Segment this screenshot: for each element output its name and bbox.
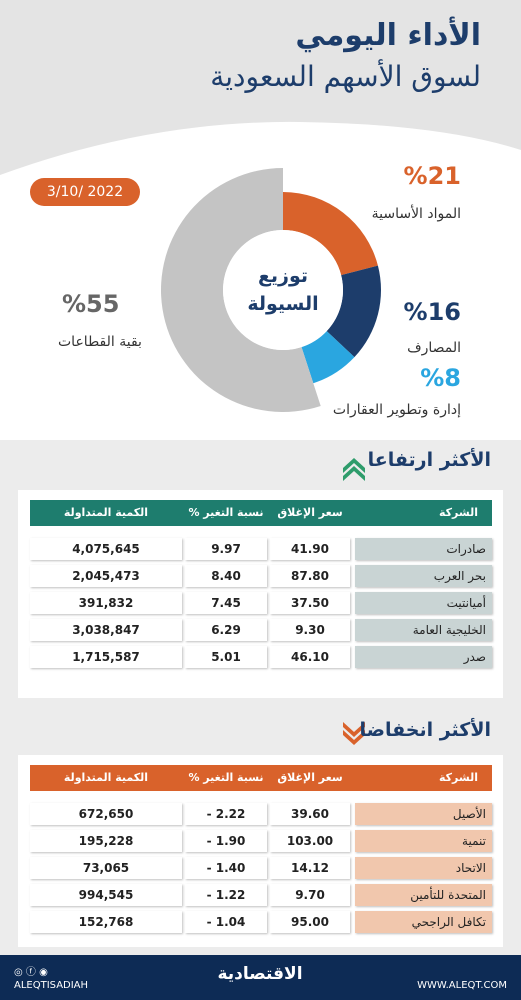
slice	[326, 265, 381, 358]
cell: 37.50	[270, 592, 350, 614]
cell: 14.12	[270, 857, 350, 879]
cell: 73,065	[30, 857, 182, 879]
company: الاتحاد	[355, 857, 492, 879]
cell: 1,715,587	[30, 646, 182, 668]
category-label: بقية القطاعات	[58, 334, 142, 350]
column-header: نسبة التغير %	[188, 506, 264, 519]
category-label: إدارة وتطوير العقارات	[332, 402, 461, 418]
donut	[160, 167, 381, 413]
company: الخليجية العامة	[355, 619, 492, 641]
slice	[160, 167, 321, 413]
column-header: الكمية المتداولة	[63, 506, 149, 519]
cell: 95.00	[270, 911, 350, 933]
value-label: %55	[62, 290, 120, 318]
cell: 87.80	[270, 565, 350, 587]
slice	[301, 331, 355, 384]
company: صادرات	[355, 538, 492, 560]
cell: 9.97	[185, 538, 267, 560]
cell: 152,768	[30, 911, 182, 933]
cell: - 1.04	[185, 911, 267, 933]
value-label: %21	[403, 162, 461, 190]
cell: 46.10	[270, 646, 350, 668]
company: تكافل الراجحي	[355, 911, 492, 933]
date-pill	[30, 178, 140, 206]
company: الأصيل	[355, 803, 492, 825]
cell: 994,545	[30, 884, 182, 906]
cell: - 1.90	[185, 830, 267, 852]
section-title: الأكثر ارتفاعا	[367, 449, 491, 471]
cell: 6.29	[185, 619, 267, 641]
cell: 2,045,473	[30, 565, 182, 587]
social-handle: ALEQTISADIAH	[14, 980, 89, 991]
cell: 8.40	[185, 565, 267, 587]
company: تنمية	[355, 830, 492, 852]
cell: 672,650	[30, 803, 182, 825]
cell: 39.60	[270, 803, 350, 825]
up-icon	[343, 466, 365, 481]
column-header: نسبة التغير %	[188, 771, 264, 784]
cell: 3,038,847	[30, 619, 182, 641]
down-icon	[343, 730, 365, 745]
column-header: الكمية المتداولة	[63, 771, 149, 784]
column-header: سعر الإغلاق	[277, 506, 343, 519]
column-header: الشركة	[438, 771, 478, 784]
date: 3/10/ 2022	[46, 184, 124, 200]
company: بحر العرب	[355, 565, 492, 587]
brand: الاقتصادية	[217, 964, 303, 984]
social: ◎ ⓕ ◉	[14, 967, 48, 978]
donut-title: توزيع السيولة	[247, 265, 319, 315]
category-label: المصارف	[407, 340, 461, 356]
company: صدر	[355, 646, 492, 668]
down-icon	[343, 722, 365, 737]
cell: 4,075,645	[30, 538, 182, 560]
cell: 41.90	[270, 538, 350, 560]
title: الأداء اليومي	[295, 18, 481, 53]
subtitle: لسوق الأسهم السعودية	[210, 60, 481, 93]
column-header: سعر الإغلاق	[277, 771, 343, 784]
cell: 391,832	[30, 592, 182, 614]
cell: 195,228	[30, 830, 182, 852]
value-label: %16	[403, 298, 461, 326]
cell: 5.01	[185, 646, 267, 668]
cell: 9.30	[270, 619, 350, 641]
cell: 103.00	[270, 830, 350, 852]
cell: - 1.40	[185, 857, 267, 879]
cell: - 2.22	[185, 803, 267, 825]
section-title: الأكثر انخفاضا	[359, 719, 491, 741]
cell: - 1.22	[185, 884, 267, 906]
value-label: %8	[420, 364, 461, 392]
up-icon	[343, 458, 365, 473]
slice	[283, 192, 378, 276]
table-header-bg	[30, 765, 492, 791]
column-header: الشركة	[438, 506, 478, 519]
website: WWW.ALEQT.COM	[417, 980, 507, 991]
company: أميانتيت	[355, 592, 492, 614]
table-header-bg	[30, 500, 492, 526]
company: المتحدة للتأمين	[355, 884, 492, 906]
cell: 7.45	[185, 592, 267, 614]
donut-hole	[223, 230, 343, 350]
footer-bg	[0, 955, 521, 1000]
category-label: المواد الأساسية	[371, 206, 461, 222]
cell: 9.70	[270, 884, 350, 906]
